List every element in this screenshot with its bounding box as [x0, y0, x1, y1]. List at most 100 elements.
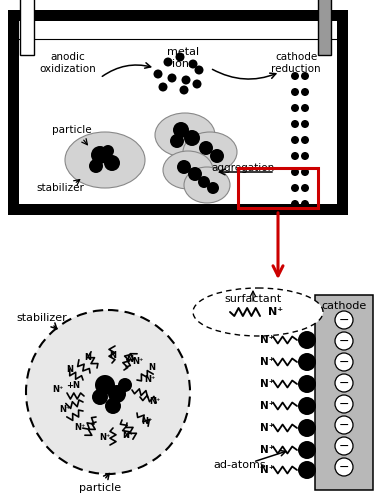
Circle shape: [154, 70, 162, 78]
Circle shape: [298, 331, 316, 349]
Circle shape: [105, 398, 121, 414]
Circle shape: [335, 416, 353, 434]
Circle shape: [291, 152, 299, 160]
Text: N⁺: N⁺: [59, 406, 71, 414]
Circle shape: [291, 72, 299, 80]
Circle shape: [210, 149, 224, 163]
Circle shape: [291, 200, 299, 208]
Circle shape: [301, 168, 309, 176]
Text: −: −: [339, 334, 349, 347]
Circle shape: [207, 182, 219, 194]
Text: N⁺: N⁺: [122, 430, 134, 440]
Circle shape: [26, 310, 190, 474]
Circle shape: [188, 60, 198, 68]
Circle shape: [291, 168, 299, 176]
Bar: [20, 0, 34, 55]
Text: cathode
reduction: cathode reduction: [271, 52, 321, 74]
Circle shape: [108, 385, 126, 403]
Text: ad-atoms: ad-atoms: [214, 460, 266, 470]
Circle shape: [298, 441, 316, 459]
Text: N: N: [67, 366, 74, 374]
Text: N⁺: N⁺: [132, 358, 144, 366]
Circle shape: [291, 184, 299, 192]
Bar: [238, 168, 318, 208]
Text: −: −: [339, 460, 349, 473]
Bar: [318, 0, 331, 55]
Text: N⁺: N⁺: [74, 422, 86, 432]
Circle shape: [298, 461, 316, 479]
Circle shape: [198, 176, 210, 188]
Circle shape: [335, 332, 353, 350]
Circle shape: [167, 74, 177, 82]
Bar: [315, 295, 373, 490]
Circle shape: [335, 395, 353, 413]
Circle shape: [335, 311, 353, 329]
Circle shape: [180, 86, 188, 94]
Circle shape: [298, 397, 316, 415]
Text: +N: +N: [66, 380, 80, 390]
Ellipse shape: [193, 288, 323, 336]
Circle shape: [291, 104, 299, 112]
Text: N⁺: N⁺: [141, 418, 153, 426]
Circle shape: [298, 353, 316, 371]
Circle shape: [335, 458, 353, 476]
Circle shape: [118, 378, 132, 392]
Text: particle: particle: [52, 125, 92, 135]
Circle shape: [177, 160, 191, 174]
Circle shape: [159, 82, 167, 92]
Text: stabilizer: stabilizer: [16, 313, 67, 323]
Text: N⁺: N⁺: [144, 376, 155, 384]
Circle shape: [175, 52, 185, 62]
Text: surfactant: surfactant: [224, 294, 282, 304]
Text: aggregation: aggregation: [211, 163, 275, 173]
Text: N: N: [126, 356, 134, 364]
Text: N: N: [149, 362, 155, 372]
Circle shape: [335, 374, 353, 392]
Text: −: −: [339, 356, 349, 368]
Text: −: −: [339, 398, 349, 410]
Circle shape: [173, 122, 189, 138]
Ellipse shape: [184, 167, 230, 203]
Text: N: N: [85, 352, 92, 362]
Circle shape: [335, 353, 353, 371]
Circle shape: [104, 155, 120, 171]
Circle shape: [193, 80, 201, 88]
Text: N⁺: N⁺: [52, 386, 64, 394]
Text: metal
ions: metal ions: [167, 47, 199, 68]
Text: N⁺: N⁺: [260, 379, 274, 389]
Circle shape: [301, 152, 309, 160]
Text: N⁺: N⁺: [99, 432, 111, 442]
Text: N⁺: N⁺: [260, 357, 274, 367]
Circle shape: [199, 141, 213, 155]
Circle shape: [188, 167, 202, 181]
Text: N⁺: N⁺: [260, 465, 274, 475]
Circle shape: [291, 88, 299, 96]
Circle shape: [95, 375, 115, 395]
Ellipse shape: [65, 132, 145, 188]
Text: anodic
oxidization: anodic oxidization: [39, 52, 97, 74]
Circle shape: [89, 159, 103, 173]
Text: N⁺: N⁺: [260, 401, 274, 411]
Circle shape: [92, 389, 108, 405]
Text: N: N: [110, 350, 116, 360]
Text: N⁺: N⁺: [260, 445, 274, 455]
Circle shape: [298, 375, 316, 393]
Text: stabilizer: stabilizer: [36, 183, 84, 193]
Text: cathode: cathode: [321, 301, 367, 311]
Circle shape: [301, 120, 309, 128]
Ellipse shape: [155, 113, 215, 157]
Text: N⁺: N⁺: [149, 398, 161, 406]
Circle shape: [298, 419, 316, 437]
Circle shape: [301, 88, 309, 96]
Text: particle: particle: [79, 483, 121, 493]
Circle shape: [301, 104, 309, 112]
Circle shape: [301, 184, 309, 192]
Circle shape: [301, 72, 309, 80]
Circle shape: [291, 136, 299, 144]
Circle shape: [301, 200, 309, 208]
Text: N⁺: N⁺: [260, 335, 274, 345]
Text: −: −: [339, 418, 349, 432]
Circle shape: [182, 76, 190, 84]
Circle shape: [170, 134, 184, 148]
Circle shape: [195, 66, 203, 74]
